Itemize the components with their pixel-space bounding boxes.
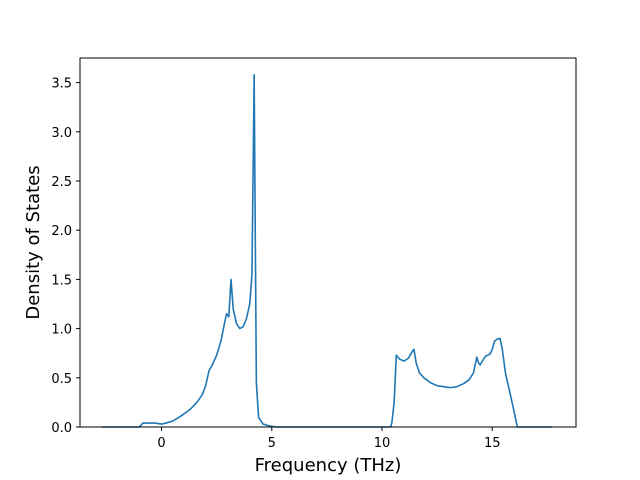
plot-area: [79, 57, 577, 428]
y-tick-label: 3.5: [51, 77, 72, 92]
y-tick-label: 2.0: [51, 224, 72, 239]
y-tick-label: 2.5: [51, 175, 72, 190]
y-tick-label: 0.0: [51, 421, 72, 436]
y-tick-label: 1.5: [51, 273, 72, 288]
series-line: [101, 73, 553, 428]
x-tick-label: 15: [484, 436, 501, 451]
y-tick-label: 3.0: [51, 126, 72, 141]
x-axis-ticks: 0 5 10 15: [157, 427, 501, 451]
axes-frame: [79, 57, 577, 428]
y-tick-label: 1.0: [51, 323, 72, 338]
y-axis-label: Density of States: [23, 165, 44, 319]
x-tick-label: 0: [157, 436, 165, 451]
x-tick-label: 10: [374, 436, 391, 451]
y-tick-label: 0.5: [51, 372, 72, 387]
x-axis-label: Frequency (THz): [255, 455, 402, 476]
x-tick-label: 5: [268, 436, 276, 451]
y-axis-ticks: 0.0 0.5 1.0 1.5 2.0 2.5 3.0 3.5: [51, 77, 80, 436]
